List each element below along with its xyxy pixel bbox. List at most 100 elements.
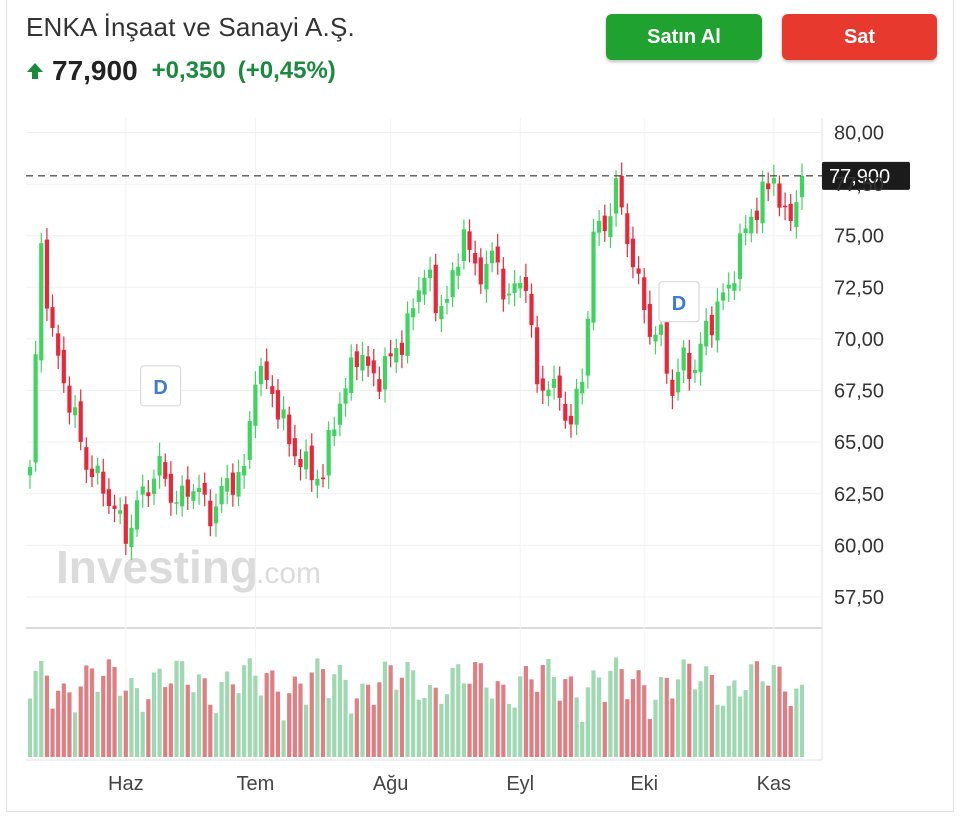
volume-bar [106,659,111,757]
x-tick-label: Kas [757,773,791,795]
candle-body [726,284,731,289]
candle-body [56,333,61,356]
candle-body [557,375,562,398]
candle-body [84,447,89,470]
dividend-marker-box [658,281,700,323]
candle-body [574,388,579,425]
candle-body [704,320,709,347]
volume-bar [636,670,641,757]
volume-bar [709,674,714,757]
last-price-tag: 77,900 [822,161,910,190]
volume-bar [484,687,489,757]
x-tick-label: Eki [630,773,658,795]
volume-bar [721,705,726,757]
volume-bar [591,670,596,757]
candle-body [535,327,540,385]
volume-bar [687,663,692,757]
volume-bar [726,685,731,757]
volume-bar [760,681,765,757]
volume-bar [501,684,506,757]
candle-body [399,342,405,355]
candle-body [444,298,450,303]
candle-body [264,361,269,380]
candle-body [366,356,371,366]
volume-bar [613,657,619,757]
volume-bar [433,687,438,757]
volume-bar [563,679,568,757]
volume-series [27,657,805,757]
sell-button[interactable]: Sat [782,14,937,60]
dividend-marker-label: D [672,293,686,315]
dividend-marker[interactable]: D [140,365,182,407]
volume-bar [287,693,292,757]
volume-bar [27,698,33,757]
candle-body [377,379,382,392]
volume-bar [320,669,326,757]
volume-bar [202,678,207,757]
volume-bar [180,661,185,757]
volume-bar [737,696,743,757]
candle-body [72,407,78,416]
candle-body [213,506,219,524]
candle-body [129,527,134,548]
candle-body [518,283,523,289]
candle-body [568,415,574,425]
candle-body [687,352,692,379]
candle-body [602,215,607,232]
candle-body [118,510,123,514]
candle-body [315,478,320,486]
dividend-marker[interactable]: D [658,281,700,323]
volume-bar [163,687,168,757]
candle-body [134,500,140,530]
volume-bar [101,675,106,757]
candle-body [636,268,641,274]
buy-button[interactable]: Satın Al [606,14,762,60]
candle-body [89,468,95,478]
volume-bar [382,661,388,757]
volume-bar [675,679,681,757]
chart-grid [26,118,823,761]
y-tick-label: 75,00 [834,226,884,248]
x-tick-label: Eyl [506,773,534,795]
volume-bar [456,664,461,757]
volume-bar [704,666,709,757]
volume-bar [467,683,472,757]
watermark-suffix: .com [256,557,321,590]
x-tick-label: Haz [108,773,144,795]
candle-body [275,390,281,420]
volume-bar [264,673,269,757]
candle-body [732,283,737,291]
candle-body [608,216,613,238]
volume-bar [174,660,179,757]
y-tick-label: 80,00 [834,122,884,144]
candle-body [585,318,590,376]
candle-body [715,301,720,341]
candle-body [163,462,168,479]
candle-body [647,303,652,337]
y-tick-label: 70,00 [834,329,884,351]
volume-bar [326,698,331,757]
volume-bar [134,688,140,757]
volume-bar [495,681,500,757]
volume-bar [151,672,157,757]
candle-body [320,477,326,480]
volume-bar [146,699,151,757]
candle-body [563,404,568,421]
volume-bar [574,697,579,757]
volume-bar [715,704,720,757]
volume-bar [664,677,669,757]
candle-body [484,263,489,290]
y-tick-label: 57,50 [834,587,884,609]
volume-bar [473,662,478,757]
candle-body [33,354,38,463]
candle-body [371,360,376,374]
candle-body [427,269,433,279]
volume-bar [253,675,258,757]
volume-bar [67,692,72,757]
candle-body [467,231,472,250]
candle-body [202,482,207,495]
candle-body [523,276,528,291]
candle-body [270,386,275,394]
volume-bar [377,682,382,757]
